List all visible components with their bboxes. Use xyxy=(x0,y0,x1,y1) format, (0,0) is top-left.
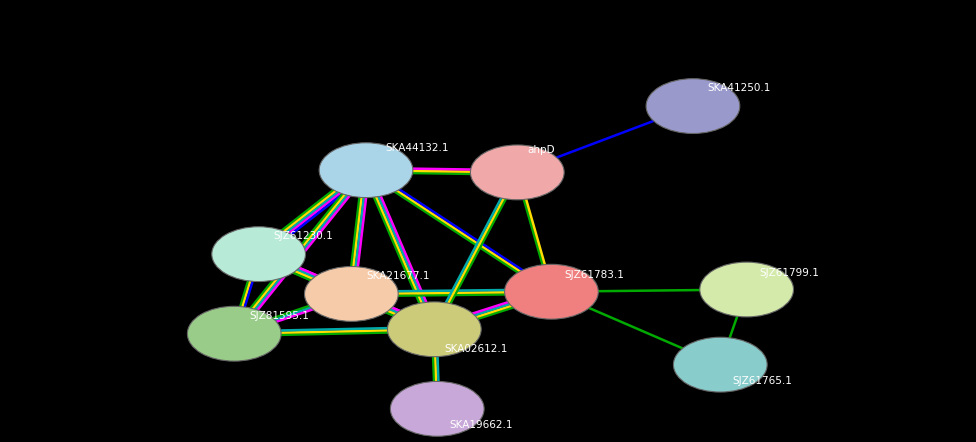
Text: SKA41250.1: SKA41250.1 xyxy=(708,84,771,93)
Text: SJZ61799.1: SJZ61799.1 xyxy=(759,268,819,278)
Ellipse shape xyxy=(390,381,484,436)
Text: SJZ81595.1: SJZ81595.1 xyxy=(249,311,308,321)
Ellipse shape xyxy=(673,337,767,392)
Ellipse shape xyxy=(212,227,305,282)
Ellipse shape xyxy=(305,267,398,321)
Ellipse shape xyxy=(646,79,740,133)
Text: SKA21677.1: SKA21677.1 xyxy=(366,271,429,281)
Text: SJZ61765.1: SJZ61765.1 xyxy=(732,376,792,386)
Ellipse shape xyxy=(319,143,413,198)
Text: SJZ61230.1: SJZ61230.1 xyxy=(273,232,333,241)
Text: SKA19662.1: SKA19662.1 xyxy=(449,420,512,430)
Ellipse shape xyxy=(187,306,281,361)
Ellipse shape xyxy=(470,145,564,200)
Ellipse shape xyxy=(700,262,793,317)
Text: SJZ61783.1: SJZ61783.1 xyxy=(564,270,624,280)
Text: SKA02612.1: SKA02612.1 xyxy=(444,344,508,354)
Ellipse shape xyxy=(387,302,481,357)
Ellipse shape xyxy=(505,264,598,319)
Text: SKA44132.1: SKA44132.1 xyxy=(386,143,449,153)
Text: ahpD: ahpD xyxy=(527,145,554,155)
